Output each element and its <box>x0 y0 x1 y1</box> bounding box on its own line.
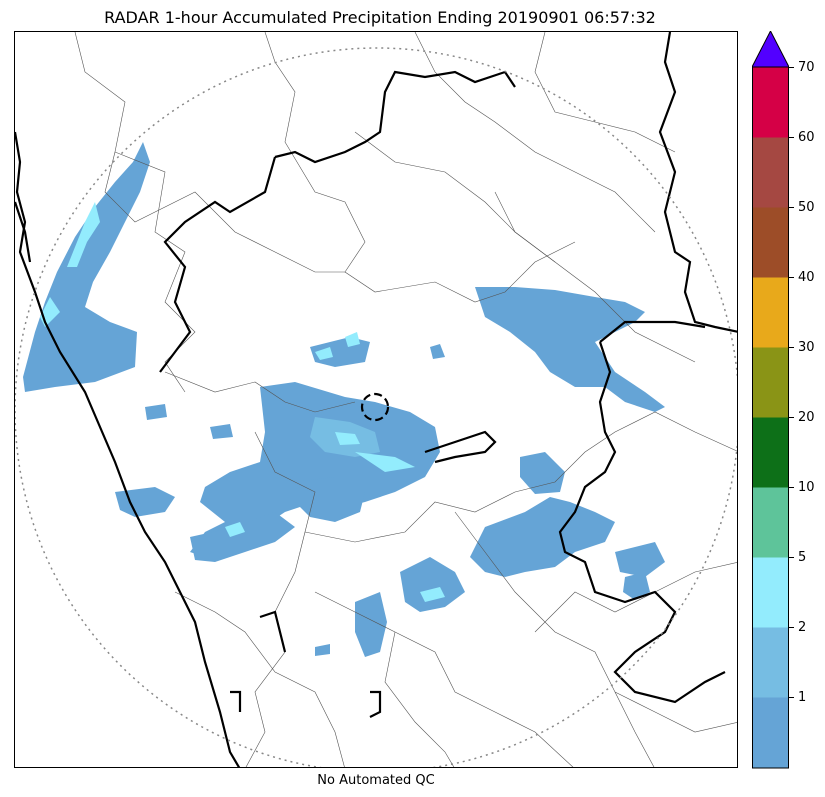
colorbar-segment <box>752 207 789 278</box>
colorbar-border <box>752 66 789 769</box>
colorbar-segment <box>752 137 789 208</box>
colorbar-tick <box>789 347 794 348</box>
colorbar-tick-label: 50 <box>798 200 815 215</box>
colorbar-tick <box>789 417 794 418</box>
colorbar-segment <box>752 697 789 768</box>
colorbar-graphic <box>751 29 790 769</box>
colorbar-tick <box>789 627 794 628</box>
colorbar-segment <box>752 417 789 488</box>
precip-echo-west-arc <box>23 142 150 392</box>
colorbar-segment <box>752 277 789 348</box>
colorbar-tick-label: 5 <box>798 550 807 565</box>
radar-range-ring <box>15 47 737 767</box>
colorbar-tick <box>789 697 794 698</box>
precipitation-echoes <box>23 142 665 657</box>
state-boundaries <box>15 32 737 767</box>
colorbar-segment <box>752 347 789 418</box>
qc-status: No Automated QC <box>317 773 435 788</box>
colorbar-tick <box>789 487 794 488</box>
radar-map[interactable] <box>14 31 738 768</box>
colorbar-tick-label: 60 <box>798 130 815 145</box>
district-boundaries <box>74 32 737 767</box>
colorbar-tick-label: 30 <box>798 340 815 355</box>
radar-site-marker <box>360 392 390 422</box>
colorbar-segment <box>752 487 789 558</box>
colorbar-extend-triangle <box>751 29 790 68</box>
colorbar-tick-label: 2 <box>798 620 807 635</box>
colorbar-tick <box>789 137 794 138</box>
colorbar-segment <box>752 67 789 138</box>
colorbar-tick <box>789 67 794 68</box>
colorbar <box>751 29 790 769</box>
precip-echo-central <box>190 382 440 557</box>
radar-map-canvas <box>15 32 737 767</box>
colorbar-tick-label: 40 <box>798 270 815 285</box>
colorbar-segment <box>752 627 789 698</box>
colorbar-tick <box>789 557 794 558</box>
colorbar-tick <box>789 207 794 208</box>
precip-echo-east <box>475 287 665 412</box>
colorbar-tick-label: 10 <box>798 480 815 495</box>
colorbar-tick-label: 70 <box>798 60 815 75</box>
colorbar-segment <box>752 557 789 628</box>
colorbar-tick-label: 20 <box>798 410 815 425</box>
colorbar-tick <box>789 277 794 278</box>
colorbar-tick-label: 1 <box>798 690 807 705</box>
map-title: RADAR 1-hour Accumulated Precipitation E… <box>104 8 656 27</box>
